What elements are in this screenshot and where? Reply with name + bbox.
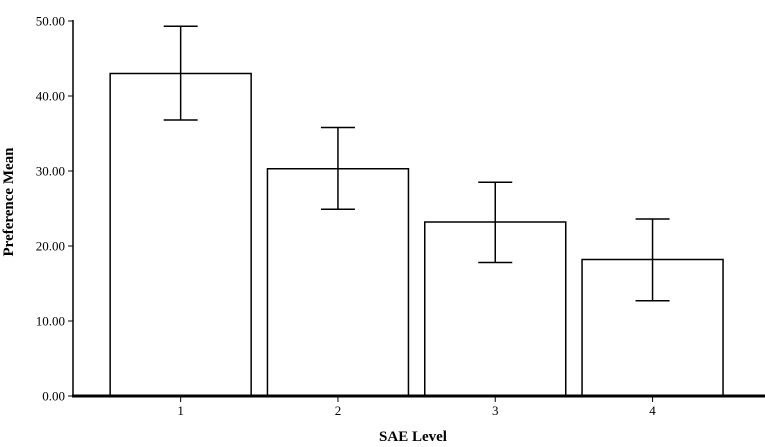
error-bars-layer	[163, 25, 670, 302]
error-bar-4	[635, 218, 670, 302]
x-axis-title: SAE Level	[379, 429, 447, 445]
error-bar-1	[163, 25, 198, 121]
y-tick-label: 40.00	[36, 89, 65, 104]
x-tick-label: 3	[492, 403, 499, 418]
y-ticks-layer: 0.00 10.00 20.00 30.00 40.00 50.00	[36, 14, 73, 404]
x-ticks-layer: 1 2 3 4	[177, 396, 656, 418]
y-tick-label: 20.00	[36, 239, 65, 254]
y-tick-label: 30.00	[36, 164, 65, 179]
y-tick-label: 0.00	[42, 389, 65, 404]
x-tick-label: 4	[649, 403, 656, 418]
y-tick-label: 50.00	[36, 14, 65, 29]
x-tick-label: 2	[335, 403, 342, 418]
error-bar-3	[478, 181, 513, 264]
bar-1	[109, 72, 252, 397]
y-tick-label: 10.00	[36, 314, 65, 329]
y-axis-title: Preference Mean	[1, 147, 17, 257]
x-tick-label: 1	[177, 403, 184, 418]
error-bar-2	[320, 126, 355, 210]
bars-layer	[109, 72, 724, 397]
